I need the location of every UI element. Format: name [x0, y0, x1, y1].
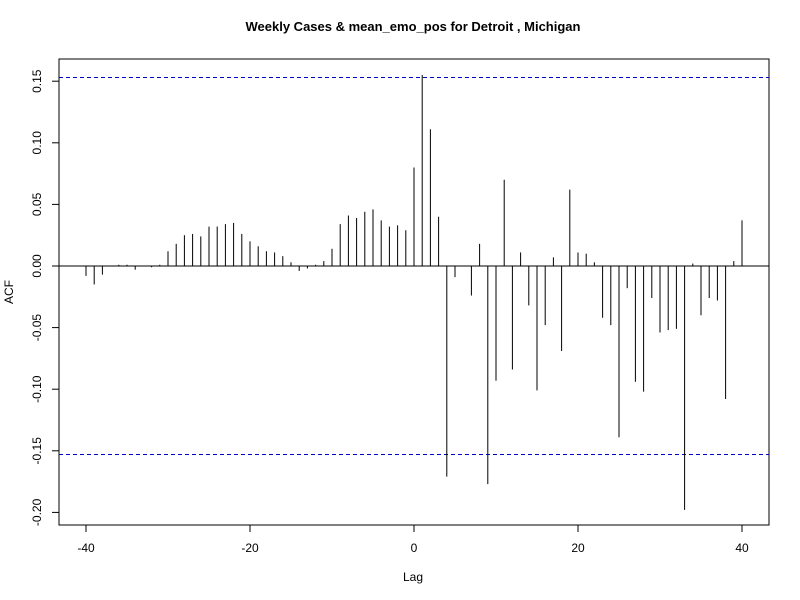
x-tick-label: 20 [571, 541, 585, 555]
x-axis: -40 -20 0 20 40 [77, 525, 749, 555]
x-tick-label: -40 [77, 541, 95, 555]
x-tick-label: 40 [735, 541, 749, 555]
y-tick-label: 0.05 [30, 192, 44, 216]
chart-title: Weekly Cases & mean_emo_pos for Detroit … [246, 19, 581, 34]
y-tick-label: 0.00 [30, 254, 44, 278]
y-tick-label: -0.10 [30, 375, 44, 403]
y-tick-label: -0.05 [30, 314, 44, 342]
y-axis: -0.20 -0.15 -0.10 -0.05 0.00 0.05 0.10 0.15 [30, 69, 59, 526]
x-tick-label: 0 [411, 541, 418, 555]
x-axis-label: Lag [403, 570, 423, 584]
y-tick-label: 0.10 [30, 131, 44, 155]
y-tick-label: -0.15 [30, 437, 44, 465]
y-tick-label: -0.20 [30, 498, 44, 526]
acf-bars [85, 75, 743, 510]
x-tick-label: -20 [241, 541, 259, 555]
plot-frame [58, 58, 770, 526]
y-tick-label: 0.15 [30, 69, 44, 93]
y-axis-label: ACF [2, 280, 16, 304]
